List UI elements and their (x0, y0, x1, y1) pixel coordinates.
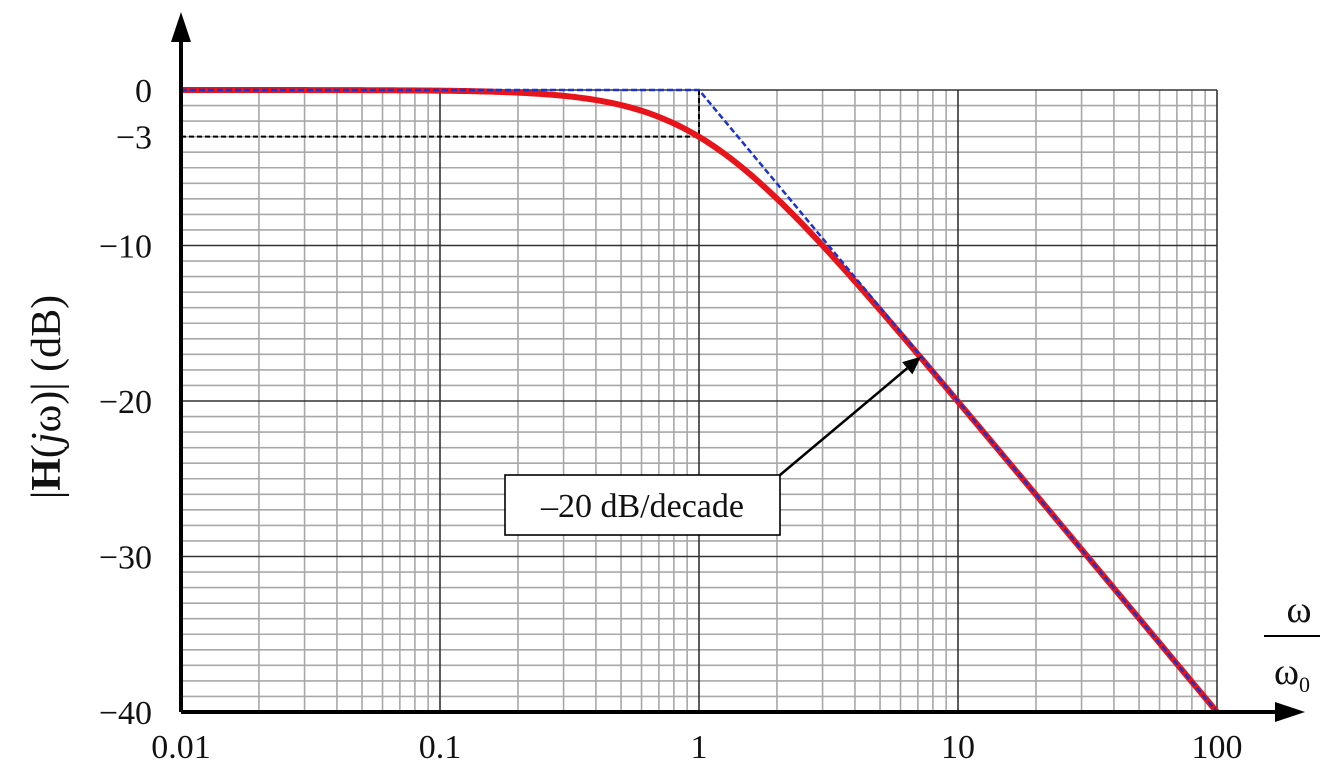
ylabel-h: H (24, 458, 70, 491)
ylabel-bar-left: | (24, 491, 70, 499)
x-tick-label: 0.01 (151, 729, 211, 766)
ylabel-j: j (24, 432, 70, 449)
xlabel-denominator-symbol: ω (1274, 651, 1299, 693)
reference-lines (181, 90, 700, 138)
x-tick-label: 1 (691, 729, 708, 766)
y-axis-arrowhead (171, 12, 191, 42)
series-asymptote (181, 88, 1218, 713)
y-tick-label: −40 (99, 695, 152, 732)
x-axis-label: ω ω0 (1264, 589, 1320, 697)
xlabel-numerator: ω (1286, 589, 1311, 631)
ylabel-close-paren: ) (24, 391, 70, 405)
axes (171, 12, 1305, 722)
slope-annotation: –20 dB/decade (504, 356, 922, 536)
annotation-arrow-line (779, 367, 909, 476)
xlabel-denominator: ω0 (1274, 651, 1310, 697)
x-tick-labels: 0.01 0.1 1 10 100 (151, 729, 1242, 766)
series-layer (181, 87, 1220, 714)
y-tick-label: 0 (135, 73, 152, 110)
annotation-box (504, 474, 781, 536)
y-tick-labels: 0 −3 −10 −20 −30 −40 (99, 73, 152, 732)
annotation-text: –20 dB/decade (540, 488, 744, 525)
x-tick-label: 100 (1192, 729, 1243, 766)
ylabel-bar-right: | (24, 382, 70, 390)
y-tick-label: −3 (116, 120, 152, 157)
ylabel-omega: ω (24, 405, 70, 433)
x-axis-arrowhead (1275, 702, 1305, 722)
y-tick-label: −10 (99, 229, 152, 266)
y-tick-label: −30 (99, 540, 152, 577)
annotation-arrowhead (902, 356, 922, 375)
y-tick-label: −20 (99, 384, 152, 421)
xlabel-denominator-subscript: 0 (1299, 672, 1310, 697)
ylabel-open-paren: ( (24, 444, 70, 458)
x-tick-label: 10 (941, 729, 975, 766)
x-tick-label: 0.1 (419, 729, 462, 766)
y-axis-label: |H(jω)| (dB) (24, 295, 70, 499)
ylabel-unit: (dB) (24, 295, 70, 383)
